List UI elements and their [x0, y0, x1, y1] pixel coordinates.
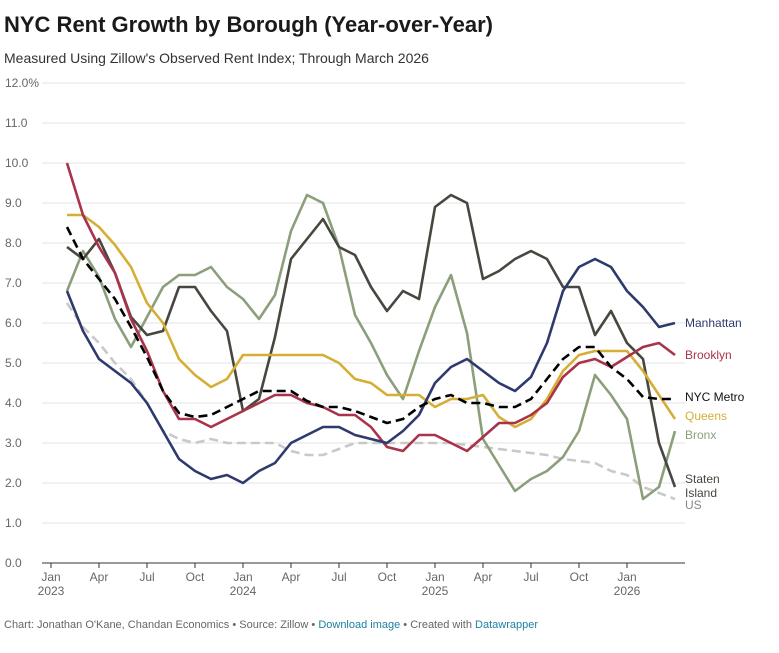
- y-tick-label: 10.0: [5, 156, 29, 170]
- chart-footer: Chart: Jonathan O'Kane, Chandan Economic…: [4, 619, 538, 631]
- y-tick-label: 3.0: [5, 436, 22, 450]
- x-tick-year: 2023: [38, 584, 65, 598]
- series-line-bronx: [65, 193, 677, 501]
- x-tick-label: Jan: [425, 570, 444, 584]
- download-image-link[interactable]: Download image: [318, 619, 401, 631]
- y-tick-label: 2.0: [5, 476, 22, 490]
- series-line-staten-island: [66, 193, 677, 488]
- series-line-brooklyn: [65, 162, 676, 453]
- x-tick-label: Oct: [378, 570, 397, 584]
- series-label: Manhattan: [685, 316, 742, 330]
- y-tick-label: 5.0: [5, 356, 22, 370]
- datawrapper-link[interactable]: Datawrapper: [475, 619, 539, 631]
- series-label: Bronx: [685, 428, 716, 442]
- x-tick-label: Apr: [282, 570, 301, 584]
- source-text: Source: Zillow: [239, 619, 309, 631]
- x-tick-label: Apr: [474, 570, 493, 584]
- separator: •: [308, 619, 319, 631]
- y-tick-label: 8.0: [5, 236, 22, 250]
- x-tick-label: Jan: [233, 570, 252, 584]
- y-tick-label: 1.0: [5, 516, 22, 530]
- x-tick-label: Apr: [90, 570, 109, 584]
- x-tick-label: Oct: [570, 570, 589, 584]
- x-tick-label: Oct: [186, 570, 205, 584]
- x-tick-year: 2024: [230, 584, 257, 598]
- series-line-manhattan: [65, 257, 676, 485]
- x-tick-label: Jul: [139, 570, 154, 584]
- x-tick-label: Jul: [331, 570, 346, 584]
- series-line-nyc-metro: [65, 226, 675, 425]
- y-tick-label: 4.0: [5, 396, 22, 410]
- y-tick-label: 9.0: [5, 196, 22, 210]
- series-label: NYC Metro: [685, 390, 745, 404]
- chart-title: NYC Rent Growth by Borough (Year-over-Ye…: [4, 12, 493, 37]
- series-line-us: [65, 302, 676, 501]
- created-with-text: • Created with: [400, 619, 476, 631]
- series-label: Staten: [685, 472, 720, 486]
- y-tick-label: 12.0%: [5, 76, 39, 90]
- series-label: Island: [685, 486, 717, 500]
- y-tick-label: 0.0: [5, 556, 22, 570]
- y-tick-label: 7.0: [5, 276, 22, 290]
- y-tick-label: 11.0: [5, 116, 28, 130]
- chart-subtitle: Measured Using Zillow's Observed Rent In…: [4, 50, 429, 66]
- x-tick-label: Jan: [41, 570, 60, 584]
- x-tick-label: Jan: [617, 570, 636, 584]
- x-tick-label: Jul: [523, 570, 538, 584]
- y-tick-label: 6.0: [5, 316, 22, 330]
- series-label: US: [685, 498, 702, 512]
- x-tick-year: 2025: [422, 584, 449, 598]
- separator: •: [229, 619, 240, 631]
- series-line-queens: [67, 213, 677, 429]
- chart-credit: Chart: Jonathan O'Kane, Chandan Economic…: [4, 619, 230, 631]
- x-tick-year: 2026: [614, 584, 641, 598]
- series-label: Brooklyn: [685, 348, 732, 362]
- series-label: Queens: [685, 409, 727, 423]
